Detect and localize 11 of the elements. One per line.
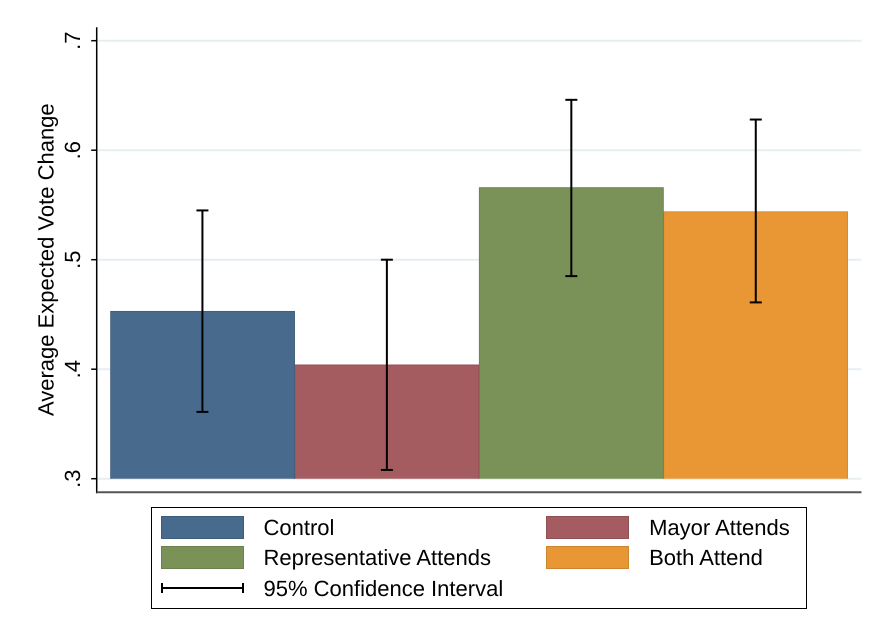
text: 95% Confidence Interval [264, 576, 504, 602]
y-tick-label: .3 [60, 470, 85, 488]
y-tick-label: .6 [60, 141, 85, 160]
y-tick-label: .5 [60, 250, 85, 269]
y-axis-title: Average Expected Vote Change [33, 103, 58, 416]
legend-label: Control [264, 514, 334, 540]
legend-label: Mayor Attends [649, 514, 790, 540]
legend-label: Representative Attends [264, 545, 491, 571]
y-tick-label: .7 [60, 32, 85, 50]
y-tick-label: .4 [60, 360, 85, 378]
legend-label: Both Attend [649, 545, 763, 571]
